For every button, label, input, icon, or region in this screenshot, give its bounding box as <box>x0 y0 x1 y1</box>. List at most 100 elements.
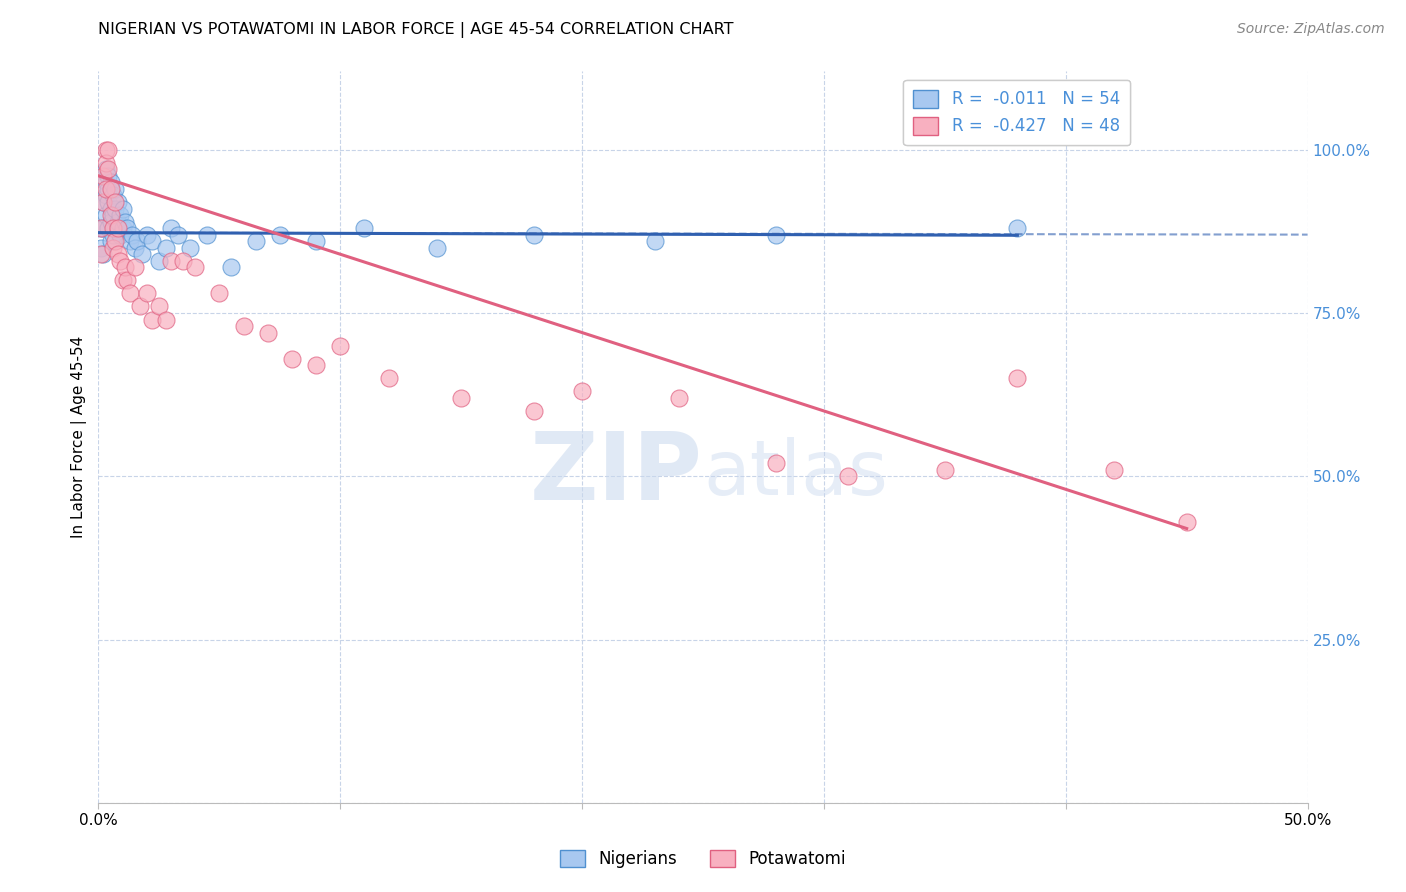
Point <box>108 208 131 222</box>
Point <box>100 214 122 228</box>
Point <box>131 247 153 261</box>
Point <box>256 326 278 340</box>
Point <box>94 156 117 170</box>
Point <box>94 182 117 196</box>
Point <box>523 404 546 418</box>
Point <box>107 247 129 261</box>
Point <box>107 214 129 228</box>
Point <box>1102 463 1125 477</box>
Point <box>124 260 146 275</box>
Point <box>108 253 131 268</box>
Point <box>765 227 787 242</box>
Point <box>90 221 112 235</box>
Point <box>111 221 134 235</box>
Point <box>160 253 183 268</box>
Point <box>114 260 136 275</box>
Point <box>100 208 122 222</box>
Point <box>104 221 127 235</box>
Text: Source: ZipAtlas.com: Source: ZipAtlas.com <box>1237 22 1385 37</box>
Point <box>377 371 399 385</box>
Point <box>245 234 267 248</box>
Point <box>305 234 328 248</box>
Point <box>101 241 124 255</box>
Point <box>104 194 127 209</box>
Point <box>179 241 201 255</box>
Point <box>91 221 114 235</box>
Point <box>111 273 134 287</box>
Point <box>107 194 129 209</box>
Point <box>97 221 120 235</box>
Point <box>1007 221 1029 235</box>
Point <box>100 182 122 196</box>
Point <box>155 241 177 255</box>
Point <box>148 253 170 268</box>
Point <box>668 391 690 405</box>
Point <box>160 221 183 235</box>
Point <box>450 391 472 405</box>
Legend: R =  -0.011   N = 54, R =  -0.427   N = 48: R = -0.011 N = 54, R = -0.427 N = 48 <box>904 79 1130 145</box>
Point <box>124 241 146 255</box>
Point <box>1007 371 1029 385</box>
Point <box>269 227 291 242</box>
Point <box>118 286 141 301</box>
Point <box>135 227 157 242</box>
Text: ZIP: ZIP <box>530 427 703 520</box>
Point <box>167 227 190 242</box>
Point <box>104 202 127 216</box>
Point <box>91 194 114 209</box>
Point <box>232 319 254 334</box>
Point <box>141 234 163 248</box>
Text: atlas: atlas <box>703 437 887 510</box>
Text: NIGERIAN VS POTAWATOMI IN LABOR FORCE | AGE 45-54 CORRELATION CHART: NIGERIAN VS POTAWATOMI IN LABOR FORCE | … <box>98 22 734 38</box>
Point <box>329 339 352 353</box>
Point <box>97 169 120 183</box>
Point <box>195 227 218 242</box>
Point <box>353 221 375 235</box>
Point <box>107 221 129 235</box>
Point <box>127 234 149 248</box>
Point <box>208 286 231 301</box>
Point <box>571 384 593 399</box>
Point <box>97 162 120 177</box>
Point <box>1175 515 1198 529</box>
Point <box>101 227 124 242</box>
Point <box>155 312 177 326</box>
Point <box>104 182 127 196</box>
Point <box>184 260 207 275</box>
Point <box>101 188 124 202</box>
Point <box>118 234 141 248</box>
Point <box>426 241 449 255</box>
Legend: Nigerians, Potawatomi: Nigerians, Potawatomi <box>553 843 853 875</box>
Point <box>101 208 124 222</box>
Point <box>101 221 124 235</box>
Point <box>281 351 304 366</box>
Point <box>111 202 134 216</box>
Point <box>934 463 956 477</box>
Point <box>837 469 859 483</box>
Point <box>97 194 120 209</box>
Point <box>117 221 139 235</box>
Point <box>117 273 139 287</box>
Point <box>90 221 112 235</box>
Point <box>121 227 143 242</box>
Point <box>90 247 112 261</box>
Point <box>94 162 117 177</box>
Point <box>91 247 114 261</box>
Point <box>108 227 131 242</box>
Point <box>91 194 114 209</box>
Point <box>94 175 117 189</box>
Point <box>100 202 122 216</box>
Point <box>221 260 243 275</box>
Point <box>91 169 114 183</box>
Y-axis label: In Labor Force | Age 45-54: In Labor Force | Age 45-54 <box>72 336 87 538</box>
Point <box>94 208 117 222</box>
Point <box>100 175 122 189</box>
Point <box>90 241 112 255</box>
Point <box>148 300 170 314</box>
Point <box>114 214 136 228</box>
Point <box>305 358 328 372</box>
Point <box>94 143 117 157</box>
Point <box>97 182 120 196</box>
Point <box>104 234 127 248</box>
Point <box>100 234 122 248</box>
